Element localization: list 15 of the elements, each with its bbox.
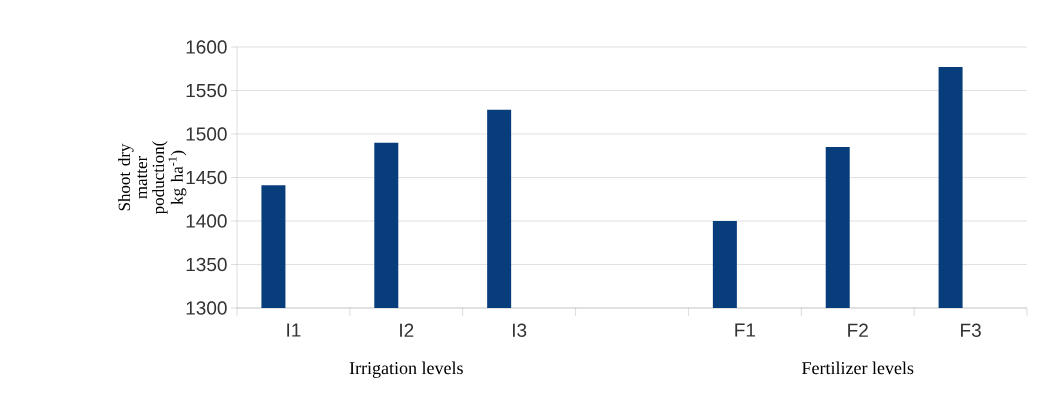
y-tick-label: 1400 (186, 214, 227, 228)
x-tick-label: F1 (735, 323, 756, 337)
y-tick-label: 1500 (186, 127, 227, 141)
y-tick-label: 1300 (186, 301, 227, 315)
x-tick-label: I2 (400, 323, 414, 337)
y-tick-label: 1600 (186, 40, 227, 54)
x-tick-label: I3 (512, 323, 527, 337)
y-tick-label: 1550 (186, 83, 227, 98)
x-tick-label: F3 (961, 323, 981, 337)
text: Fertilizer levels (802, 361, 914, 375)
y-tick-label: 1450 (186, 170, 227, 185)
x-tick-label: F2 (848, 323, 868, 337)
text: Irrigation levels (349, 361, 463, 378)
y-tick-label: 1350 (186, 257, 227, 272)
x-tick-label: I1 (287, 323, 301, 337)
